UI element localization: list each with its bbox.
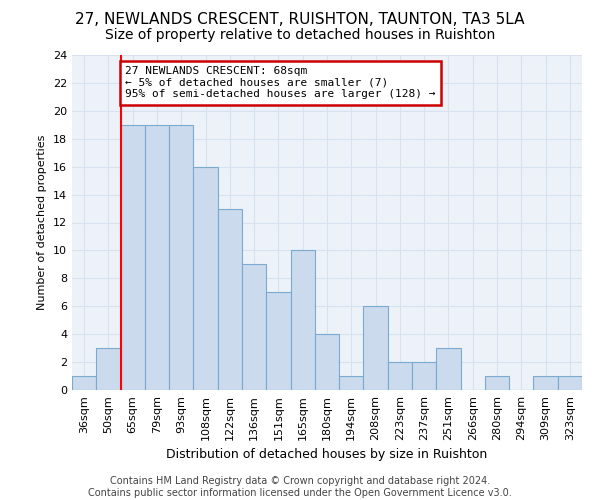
Y-axis label: Number of detached properties: Number of detached properties [37, 135, 47, 310]
Bar [145, 125, 169, 390]
Bar [169, 125, 193, 390]
Bar [218, 208, 242, 390]
X-axis label: Distribution of detached houses by size in Ruishton: Distribution of detached houses by size … [166, 448, 488, 462]
Text: 27, NEWLANDS CRESCENT, RUISHTON, TAUNTON, TA3 5LA: 27, NEWLANDS CRESCENT, RUISHTON, TAUNTON… [75, 12, 525, 28]
Bar [290, 250, 315, 390]
Bar [364, 306, 388, 390]
Bar [96, 348, 121, 390]
Bar [436, 348, 461, 390]
Text: 27 NEWLANDS CRESCENT: 68sqm
← 5% of detached houses are smaller (7)
95% of semi-: 27 NEWLANDS CRESCENT: 68sqm ← 5% of deta… [125, 66, 436, 100]
Bar [266, 292, 290, 390]
Bar [193, 166, 218, 390]
Bar [485, 376, 509, 390]
Bar [558, 376, 582, 390]
Bar [533, 376, 558, 390]
Bar [315, 334, 339, 390]
Bar [242, 264, 266, 390]
Text: Size of property relative to detached houses in Ruishton: Size of property relative to detached ho… [105, 28, 495, 42]
Bar [72, 376, 96, 390]
Bar [121, 125, 145, 390]
Bar [339, 376, 364, 390]
Bar [412, 362, 436, 390]
Text: Contains HM Land Registry data © Crown copyright and database right 2024.
Contai: Contains HM Land Registry data © Crown c… [88, 476, 512, 498]
Bar [388, 362, 412, 390]
